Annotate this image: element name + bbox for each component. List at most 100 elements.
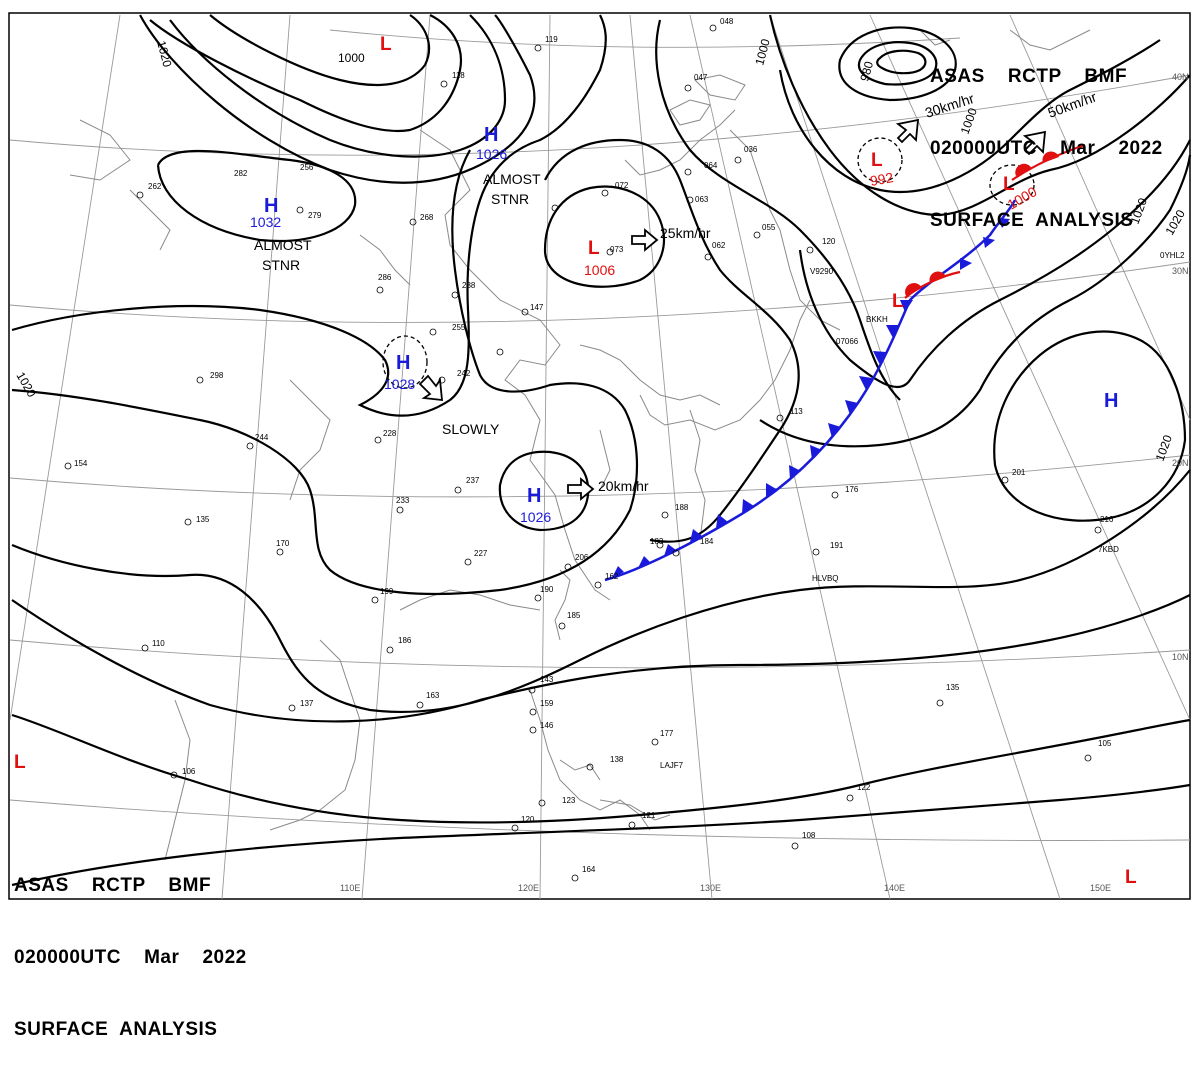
station-value: 185	[567, 611, 581, 620]
high-value: 1032	[250, 214, 281, 230]
ship-id: HLVBQ	[812, 574, 839, 583]
low-letter-icon: L	[1125, 867, 1137, 888]
station-value: 199	[380, 587, 394, 596]
station-value: 047	[694, 73, 708, 82]
low-value: 1006	[584, 262, 615, 278]
station-value: 122	[857, 783, 871, 792]
grid-labels: 110E 120E 130E 140E 150E 40N 30N 20N 10N	[340, 72, 1189, 893]
station-value: 191	[830, 541, 844, 550]
chart-header-top-right: ASAS RCTP BMF 020000UTC Mar 2022 SURFACE…	[930, 17, 1163, 257]
motion-label: SLOWLY	[442, 421, 500, 437]
header-line-3: SURFACE ANALYSIS	[930, 210, 1134, 231]
header-line-1: ASAS RCTP BMF	[930, 66, 1128, 87]
station-value: 262	[148, 182, 162, 191]
station-value: 110	[152, 639, 165, 648]
ship-id: 0YHL2	[1160, 251, 1185, 260]
station-value: 184	[700, 537, 714, 546]
surface-analysis-map: 1000 1020 1020 980 1000 1000 1020 1020 1…	[8, 12, 1192, 900]
station-value: 146	[540, 721, 554, 730]
longitude-label: 150E	[1090, 883, 1111, 893]
header-line-3: SURFACE ANALYSIS	[14, 1019, 218, 1040]
station-value: 048	[720, 17, 734, 26]
arrow-east-icon	[631, 228, 659, 252]
low-letter-icon: L	[892, 291, 904, 312]
ship-ids: V9290 BKKH 07066 HLVBQ 7KBD 0YHL2 LAJF7	[660, 251, 1185, 770]
station-value: 242	[457, 369, 471, 378]
station-value: 206	[575, 553, 589, 562]
isobar-label: 1000	[338, 51, 365, 65]
high-value: 1026	[476, 146, 507, 162]
station-value: 120	[822, 237, 836, 246]
longitude-label: 110E	[340, 883, 360, 893]
station-value: 055	[762, 223, 776, 232]
motion-label: 25km/hr	[660, 225, 711, 241]
high-value: 1028	[384, 376, 415, 392]
station-value: 268	[420, 213, 434, 222]
station-value: 123	[562, 796, 576, 805]
station-value: 106	[182, 767, 196, 776]
station-value: 135	[196, 515, 210, 524]
latitude-label: 10N	[1172, 652, 1189, 662]
arrow-east-icon	[567, 477, 595, 501]
ship-id: V9290	[810, 267, 834, 276]
high-letter-icon: H	[264, 195, 278, 217]
isobar-label: 1020	[154, 39, 175, 69]
low-letter-icon: L	[871, 150, 883, 171]
low-centers: L 1006 L 992 L 1000 L L L L	[14, 34, 1137, 888]
station-value: 062	[712, 241, 726, 250]
station-value: 256	[300, 163, 314, 172]
station-value: 282	[234, 169, 248, 178]
station-value: 298	[210, 371, 224, 380]
cold-front	[604, 199, 1017, 582]
arrow-northeast-icon	[895, 118, 920, 144]
station-value: 120	[521, 815, 535, 824]
low-letter-icon: L	[14, 752, 26, 773]
station-value: 135	[946, 683, 960, 692]
station-value: 036	[744, 145, 758, 154]
low-letter-icon: L	[1003, 174, 1015, 195]
isobar-label: 1000	[752, 37, 773, 67]
station-value: 176	[845, 485, 859, 494]
ship-id: LAJF7	[660, 761, 684, 770]
header-line-2: 020000UTC Mar 2022	[930, 138, 1163, 159]
station-value: 118	[452, 71, 465, 80]
station-value: 228	[383, 429, 397, 438]
station-value: 121	[642, 811, 656, 820]
ship-id: 7KBD	[1098, 545, 1119, 554]
header-line-2: 020000UTC Mar 2022	[14, 947, 247, 968]
station-value: 138	[610, 755, 624, 764]
station-plots: 119 118 262 282 279 268 286 238 255 298 …	[64, 17, 1114, 882]
station-value: 190	[540, 585, 554, 594]
station-value: 105	[1098, 739, 1112, 748]
arrow-northeast-icon	[1022, 130, 1047, 156]
latitude-label: 30N	[1172, 266, 1189, 276]
station-value: 188	[675, 503, 689, 512]
latitude-label: 40N	[1172, 72, 1189, 82]
high-letter-icon: H	[484, 124, 498, 146]
low-letter-icon: L	[380, 34, 392, 55]
station-value: 072	[615, 181, 629, 190]
header-line-1: ASAS RCTP BMF	[14, 875, 212, 896]
map-frame	[8, 12, 1191, 900]
longitude-label: 130E	[700, 883, 721, 893]
station-value: 255	[452, 323, 466, 332]
station-value: 162	[605, 572, 619, 581]
station-value: 244	[255, 433, 269, 442]
motion-label: 20km/hr	[598, 478, 649, 494]
station-value: 279	[308, 211, 322, 220]
warm-front	[904, 143, 1086, 299]
station-value: 233	[396, 496, 410, 505]
station-value: 159	[540, 699, 554, 708]
station-value: 170	[276, 539, 290, 548]
low-letter-icon: L	[588, 238, 600, 259]
arrow-southeast-icon	[418, 374, 444, 402]
station-value: 286	[378, 273, 392, 282]
station-value: 143	[540, 675, 554, 684]
station-value: 113	[790, 407, 803, 416]
chart-header-bottom-left: ASAS RCTP BMF 020000UTC Mar 2022 SURFACE…	[14, 826, 247, 1066]
station-value: 237	[466, 476, 480, 485]
station-value: 064	[704, 161, 718, 170]
longitude-label: 140E	[884, 883, 905, 893]
low-value: 992	[869, 169, 895, 189]
station-value: 163	[426, 691, 440, 700]
